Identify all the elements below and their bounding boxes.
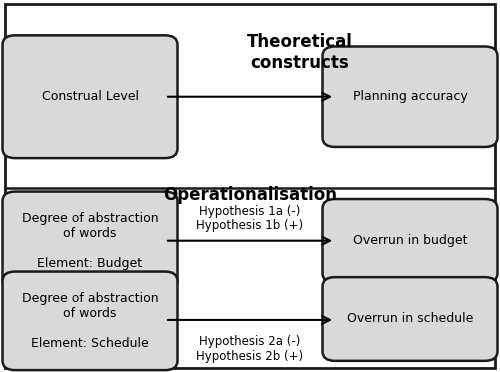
Text: Degree of abstraction
of words

Element: Schedule: Degree of abstraction of words Element: … <box>22 292 158 350</box>
Text: Overrun in budget: Overrun in budget <box>353 234 468 247</box>
FancyBboxPatch shape <box>322 46 498 147</box>
Text: Hypothesis 1a (-)
Hypothesis 1b (+): Hypothesis 1a (-) Hypothesis 1b (+) <box>196 205 304 232</box>
Text: Theoretical
constructs: Theoretical constructs <box>247 33 353 72</box>
FancyBboxPatch shape <box>2 192 178 290</box>
Text: Operationalisation: Operationalisation <box>163 186 337 204</box>
FancyBboxPatch shape <box>322 199 498 283</box>
Text: Hypothesis 2a (-)
Hypothesis 2b (+): Hypothesis 2a (-) Hypothesis 2b (+) <box>196 335 304 363</box>
FancyBboxPatch shape <box>322 277 498 361</box>
Text: Construal Level: Construal Level <box>42 90 138 103</box>
Text: Degree of abstraction
of words

Element: Budget: Degree of abstraction of words Element: … <box>22 212 158 270</box>
FancyBboxPatch shape <box>2 272 178 370</box>
Text: Planning accuracy: Planning accuracy <box>352 90 468 103</box>
Text: Overrun in schedule: Overrun in schedule <box>347 312 473 326</box>
FancyBboxPatch shape <box>2 35 178 158</box>
